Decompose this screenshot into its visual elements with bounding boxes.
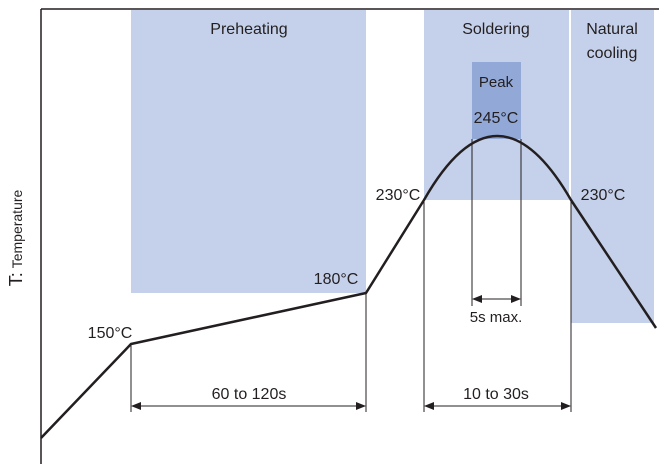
temp-230-right-label: 230°C (581, 187, 626, 204)
natural-cooling-label-line2: cooling (587, 45, 638, 62)
preheating-label: Preheating (210, 21, 287, 38)
y-axis-label: T: Temperature (6, 189, 26, 286)
natural-cooling-label-line1: Natural (586, 21, 638, 38)
peak-duration-label: 5s max. (470, 309, 523, 326)
y-axis-label-prefix: T: (6, 272, 26, 286)
temp-180-label: 180°C (314, 271, 359, 288)
soldering-label: Soldering (462, 21, 530, 38)
soldering-duration-label: 10 to 30s (463, 386, 529, 403)
peak-zone (472, 62, 521, 139)
temp-150-label: 150°C (88, 325, 133, 342)
temperature-profile-curve (40, 134, 658, 439)
peak-label: Peak (479, 74, 514, 91)
temp-230-left-label: 230°C (376, 187, 421, 204)
temp-245-label: 245°C (474, 110, 519, 127)
y-axis-label-text: Temperature (9, 189, 25, 268)
preheating-zone (131, 10, 366, 293)
preheat-duration-label: 60 to 120s (212, 386, 287, 403)
natural-cooling-zone (571, 10, 654, 323)
